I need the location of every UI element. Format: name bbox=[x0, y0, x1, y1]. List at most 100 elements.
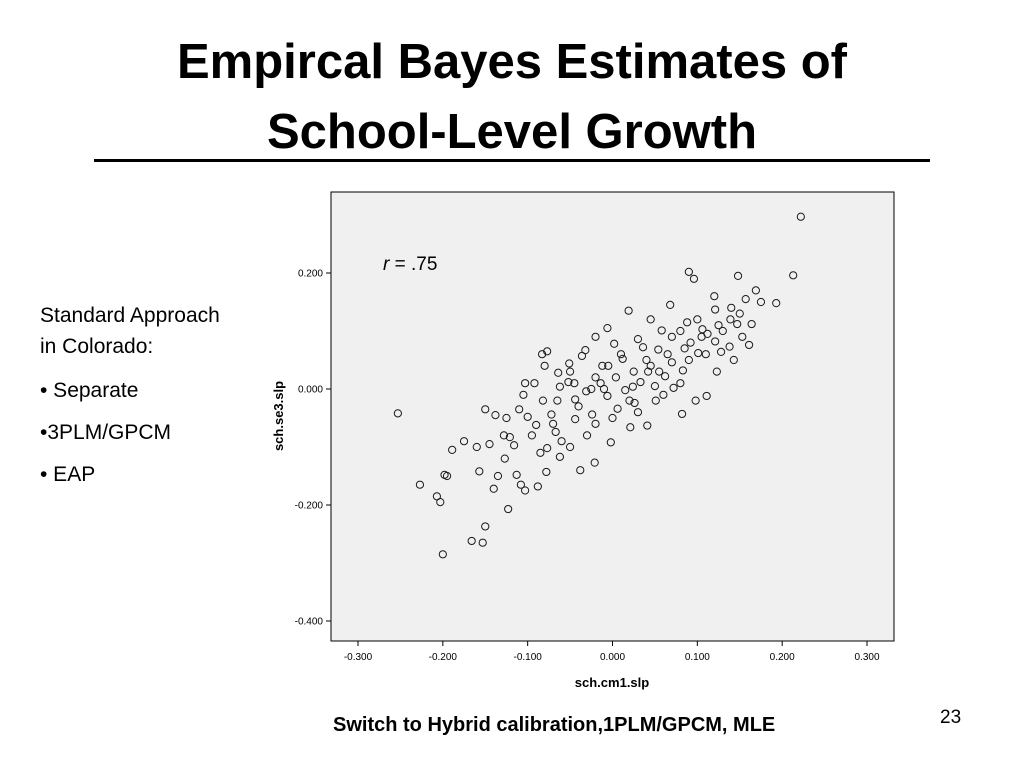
x-tick-label: 0.000 bbox=[600, 652, 625, 663]
data-point bbox=[638, 343, 648, 352]
data-point bbox=[603, 324, 612, 333]
data-point bbox=[564, 377, 573, 387]
data-point bbox=[570, 379, 579, 388]
data-point bbox=[505, 433, 514, 442]
correlation-annotation: r = .75 bbox=[383, 254, 437, 275]
data-point bbox=[448, 445, 457, 454]
slide-number: 23 bbox=[940, 707, 962, 728]
data-point bbox=[772, 299, 781, 308]
data-point bbox=[725, 342, 734, 351]
data-point bbox=[574, 402, 583, 411]
data-point bbox=[515, 405, 524, 414]
x-tick-label: 0.300 bbox=[854, 652, 879, 663]
data-point bbox=[588, 410, 597, 419]
data-point bbox=[459, 437, 469, 446]
data-point bbox=[686, 338, 695, 347]
data-point bbox=[660, 372, 670, 381]
data-point bbox=[733, 271, 743, 281]
data-point bbox=[712, 367, 721, 376]
data-point bbox=[532, 420, 541, 430]
data-point bbox=[590, 458, 599, 467]
x-tick-label: -0.100 bbox=[513, 652, 542, 663]
x-tick-label: 0.200 bbox=[770, 652, 795, 663]
data-point bbox=[654, 345, 663, 354]
y-tick-label: 0.200 bbox=[298, 269, 323, 280]
data-point bbox=[611, 373, 620, 382]
data-point bbox=[616, 350, 626, 359]
data-point bbox=[796, 212, 805, 221]
x-tick-label: -0.300 bbox=[344, 652, 373, 663]
data-point bbox=[523, 412, 532, 421]
slide-title-line-2: School-Level Growth bbox=[266, 105, 758, 159]
data-point bbox=[478, 538, 487, 547]
data-point bbox=[657, 326, 666, 335]
data-point bbox=[440, 470, 449, 479]
data-point bbox=[646, 361, 655, 370]
data-point bbox=[576, 466, 585, 475]
data-point bbox=[521, 379, 530, 388]
data-point bbox=[472, 442, 481, 452]
data-point bbox=[701, 350, 710, 359]
data-point bbox=[636, 377, 645, 387]
slide-title-line-1: Empircal Bayes Estimates of bbox=[177, 35, 847, 89]
data-point bbox=[678, 366, 688, 375]
data-point bbox=[557, 437, 566, 446]
data-point bbox=[509, 441, 519, 450]
data-point bbox=[726, 315, 735, 324]
data-point bbox=[718, 326, 727, 336]
data-point bbox=[628, 382, 637, 391]
data-point bbox=[738, 332, 747, 341]
data-point bbox=[629, 367, 638, 376]
data-point bbox=[646, 315, 655, 324]
data-point bbox=[553, 396, 562, 405]
data-point bbox=[581, 346, 590, 355]
data-point bbox=[533, 482, 542, 491]
data-point bbox=[565, 367, 575, 376]
data-point bbox=[536, 448, 545, 457]
data-point bbox=[626, 423, 635, 432]
data-point bbox=[663, 350, 672, 359]
data-point bbox=[633, 335, 643, 344]
data-point bbox=[642, 355, 651, 365]
data-point bbox=[591, 332, 600, 341]
data-point bbox=[613, 404, 622, 413]
x-axis-label: sch.cm1.slp bbox=[575, 675, 649, 690]
data-point bbox=[711, 305, 720, 314]
y-axis-label: sch.se3.slp bbox=[271, 381, 286, 451]
plot-area bbox=[330, 191, 895, 642]
side-notes-heading: Standard Approach in Colorado: bbox=[40, 304, 220, 358]
data-point bbox=[714, 321, 723, 330]
data-point bbox=[489, 484, 498, 493]
data-point bbox=[500, 454, 509, 463]
data-point bbox=[502, 413, 511, 423]
data-point bbox=[527, 431, 537, 440]
data-point bbox=[512, 470, 521, 479]
data-point bbox=[735, 309, 744, 318]
data-point bbox=[666, 300, 675, 310]
data-point bbox=[582, 387, 591, 396]
data-point bbox=[551, 427, 560, 437]
y-tick-label: 0.000 bbox=[298, 385, 323, 396]
data-point bbox=[684, 355, 693, 365]
data-point bbox=[530, 379, 539, 388]
data-point bbox=[519, 390, 528, 399]
correlation-value: = .75 bbox=[389, 254, 437, 275]
data-point bbox=[516, 480, 525, 489]
data-point bbox=[549, 419, 558, 428]
data-point bbox=[710, 292, 719, 301]
data-point bbox=[630, 398, 639, 408]
data-point bbox=[481, 522, 490, 531]
data-point bbox=[624, 306, 633, 315]
data-point bbox=[587, 384, 596, 394]
data-point bbox=[676, 379, 685, 388]
data-point bbox=[493, 471, 503, 481]
data-point bbox=[591, 419, 600, 428]
data-point bbox=[680, 344, 689, 353]
data-point bbox=[625, 396, 634, 405]
x-axis: -0.300 -0.200 -0.100 0.000 0.100 0.200 0.300 bbox=[344, 641, 880, 663]
data-point bbox=[438, 550, 447, 559]
data-point bbox=[603, 391, 612, 401]
data-point bbox=[694, 348, 703, 358]
data-point bbox=[538, 396, 548, 405]
data-point bbox=[676, 326, 685, 336]
